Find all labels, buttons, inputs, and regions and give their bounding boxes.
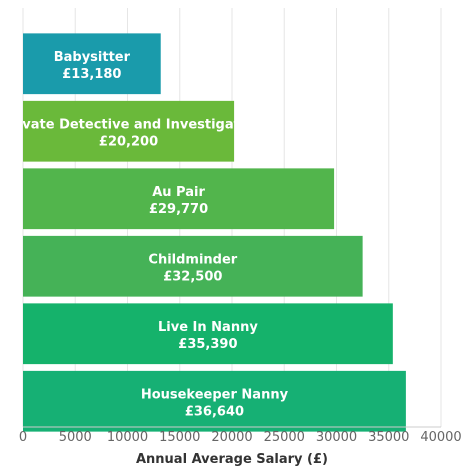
bar-value-label: £32,500	[163, 269, 222, 284]
bar	[23, 168, 335, 230]
x-tick-label: 30000	[316, 430, 357, 445]
bar	[23, 33, 161, 95]
x-tick-label: 20000	[211, 430, 252, 445]
x-tick-label: 0	[19, 430, 27, 445]
bar-value-label: £20,200	[99, 134, 158, 149]
bar-value-label: £36,640	[185, 404, 244, 419]
bar-value-label: £29,770	[149, 202, 208, 217]
x-axis: 0 5000 10000 15000 20000 25000 30000 35000 40000	[19, 426, 462, 445]
bar	[23, 235, 363, 297]
bar	[23, 370, 406, 432]
bar-category-label: Private Detective and Investigator	[2, 117, 256, 132]
bar	[23, 303, 393, 365]
bar	[23, 100, 235, 162]
bar-value-label: £35,390	[178, 337, 237, 352]
bar-category-label: Childminder	[148, 252, 237, 267]
bar-labels: Babysitter £13,180 Private Detective and I…	[2, 50, 289, 420]
bar-category-label: Housekeeper Nanny	[141, 387, 289, 402]
x-tick-label: 5000	[59, 430, 92, 445]
bar-category-label: Live In Nanny	[158, 320, 258, 335]
x-tick-label: 10000	[107, 430, 148, 445]
x-tick-label: 35000	[368, 430, 409, 445]
bars	[23, 33, 406, 432]
x-tick-label: 40000	[420, 430, 461, 445]
x-axis-title: Annual Average Salary (£)	[136, 452, 328, 467]
bar-value-label: £13,180	[62, 67, 121, 82]
bar-category-label: Au Pair	[152, 185, 205, 200]
x-tick-label: 15000	[159, 430, 200, 445]
x-tick-label: 25000	[264, 430, 305, 445]
bar-category-label: Babysitter	[54, 50, 131, 65]
